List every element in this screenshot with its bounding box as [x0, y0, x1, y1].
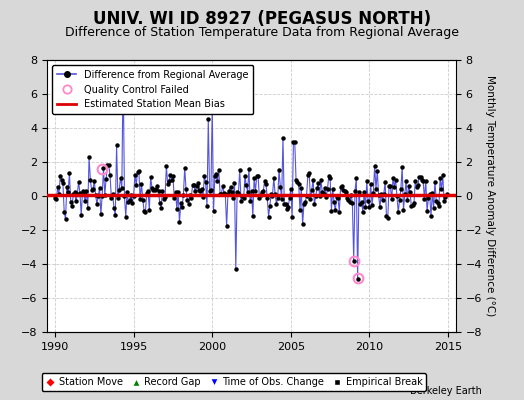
Y-axis label: Monthly Temperature Anomaly Difference (°C): Monthly Temperature Anomaly Difference (…: [485, 75, 495, 317]
Legend: Difference from Regional Average, Quality Control Failed, Estimated Station Mean: Difference from Regional Average, Qualit…: [52, 65, 254, 114]
Text: Difference of Station Temperature Data from Regional Average: Difference of Station Temperature Data f…: [65, 26, 459, 39]
Legend: Station Move, Record Gap, Time of Obs. Change, Empirical Break: Station Move, Record Gap, Time of Obs. C…: [41, 373, 427, 391]
Text: Berkeley Earth: Berkeley Earth: [410, 386, 482, 396]
Text: UNIV. WI ID 8927 (PEGASUS NORTH): UNIV. WI ID 8927 (PEGASUS NORTH): [93, 10, 431, 28]
